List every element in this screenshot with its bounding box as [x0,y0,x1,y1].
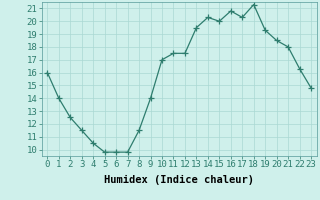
X-axis label: Humidex (Indice chaleur): Humidex (Indice chaleur) [104,175,254,185]
